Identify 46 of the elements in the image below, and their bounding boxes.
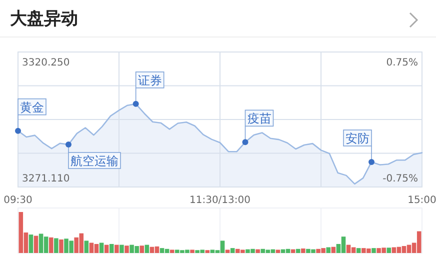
chart-title: 大盘异动 — [10, 9, 78, 29]
bar — [356, 248, 361, 253]
bar — [114, 244, 119, 253]
y2-tick-label: 0.75% — [386, 57, 418, 68]
x-tick-label: 11:30/13:00 — [189, 195, 251, 206]
bar — [59, 239, 64, 253]
bar — [140, 246, 144, 253]
data-label: 黄金 — [20, 100, 44, 114]
data-label: 证券 — [138, 73, 162, 88]
point — [242, 139, 248, 146]
bar — [170, 250, 174, 253]
x-tick-label: 09:30 — [4, 195, 32, 206]
bar — [326, 247, 331, 253]
bar — [99, 242, 104, 253]
bar — [144, 244, 150, 253]
data-label: 疫苗 — [247, 112, 272, 126]
bar — [331, 246, 336, 253]
point — [132, 100, 139, 107]
bar — [54, 238, 58, 253]
bar — [120, 244, 124, 253]
bar — [230, 248, 235, 253]
x-tick-label: 15:00 — [408, 195, 436, 206]
point — [15, 128, 21, 134]
data-label: 安防 — [346, 131, 370, 146]
y-tick-label: 3320.250 — [22, 58, 70, 69]
bar — [301, 248, 306, 253]
y2-tick-label: -0.75% — [382, 174, 418, 185]
bar — [225, 250, 230, 253]
data-label: 航空运输 — [70, 154, 118, 168]
point — [66, 142, 72, 148]
bar — [84, 240, 89, 253]
bar — [28, 234, 34, 253]
bar — [256, 249, 260, 253]
bar — [296, 248, 300, 253]
point — [368, 158, 374, 165]
bar — [124, 246, 129, 253]
bar — [205, 250, 210, 253]
bar — [34, 236, 38, 253]
bar — [104, 244, 109, 253]
bar — [49, 237, 54, 253]
y-tick-label: 3271.110 — [22, 174, 70, 185]
bar — [372, 248, 376, 253]
bar — [190, 250, 194, 253]
bar — [109, 244, 114, 253]
bar — [276, 250, 280, 253]
bar — [386, 248, 391, 253]
